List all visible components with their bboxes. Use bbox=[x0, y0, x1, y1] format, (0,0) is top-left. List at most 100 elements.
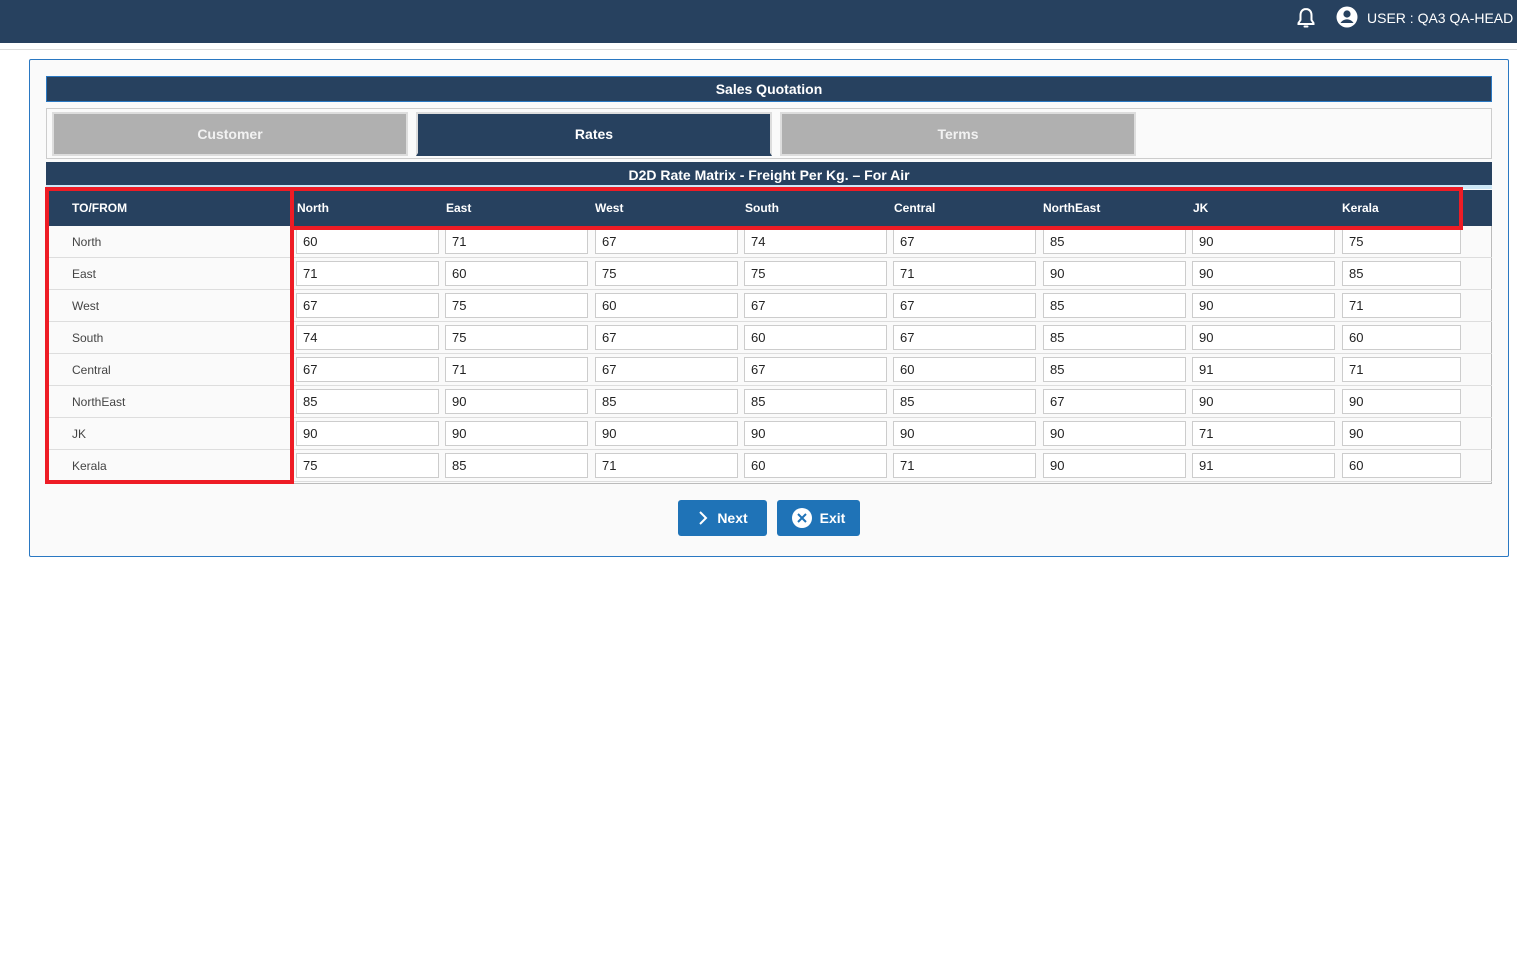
column-header: Central bbox=[894, 201, 936, 215]
matrix-row: JK bbox=[47, 418, 1492, 450]
rate-input[interactable] bbox=[1192, 325, 1335, 350]
rate-input[interactable] bbox=[595, 261, 738, 286]
rate-input[interactable] bbox=[1342, 421, 1461, 446]
rate-input[interactable] bbox=[595, 421, 738, 446]
chevron-right-icon bbox=[699, 511, 708, 525]
matrix-row: West bbox=[47, 290, 1492, 322]
matrix-row: East bbox=[47, 258, 1492, 290]
rate-input[interactable] bbox=[893, 357, 1036, 382]
tab-terms[interactable]: Terms bbox=[780, 112, 1136, 156]
account-circle-icon[interactable] bbox=[1336, 6, 1358, 33]
rate-input[interactable] bbox=[893, 389, 1036, 414]
rate-input[interactable] bbox=[595, 229, 738, 254]
rate-input[interactable] bbox=[445, 357, 588, 382]
rate-input[interactable] bbox=[1192, 389, 1335, 414]
rate-input[interactable] bbox=[445, 325, 588, 350]
row-label: South bbox=[72, 331, 104, 345]
rate-input[interactable] bbox=[893, 421, 1036, 446]
rate-input[interactable] bbox=[595, 389, 738, 414]
rate-input[interactable] bbox=[1192, 229, 1335, 254]
rate-input[interactable] bbox=[445, 293, 588, 318]
row-label: West bbox=[72, 299, 100, 313]
page-title: Sales Quotation bbox=[46, 76, 1492, 102]
tab-customer[interactable]: Customer bbox=[52, 112, 408, 156]
matrix-row: South bbox=[47, 322, 1492, 354]
rate-input[interactable] bbox=[296, 389, 439, 414]
close-circle-icon bbox=[791, 508, 812, 528]
tab-rates[interactable]: Rates bbox=[416, 112, 772, 156]
column-header: West bbox=[595, 201, 624, 215]
column-header: East bbox=[446, 201, 472, 215]
rate-input[interactable] bbox=[744, 229, 887, 254]
column-header: NorthEast bbox=[1043, 201, 1101, 215]
rate-input[interactable] bbox=[595, 325, 738, 350]
rate-input[interactable] bbox=[1043, 293, 1186, 318]
row-label: JK bbox=[72, 427, 87, 441]
rate-input[interactable] bbox=[744, 453, 887, 478]
rate-input[interactable] bbox=[1192, 357, 1335, 382]
rate-input[interactable] bbox=[1342, 453, 1461, 478]
user-label[interactable]: USER : QA3 QA-HEAD OF bbox=[1367, 10, 1517, 26]
rate-input[interactable] bbox=[1342, 229, 1461, 254]
rate-input[interactable] bbox=[1342, 325, 1461, 350]
rate-input[interactable] bbox=[1043, 229, 1186, 254]
rate-input[interactable] bbox=[445, 453, 588, 478]
rate-input[interactable] bbox=[744, 325, 887, 350]
rate-input[interactable] bbox=[1342, 261, 1461, 286]
column-header: JK bbox=[1193, 201, 1209, 215]
row-label: Kerala bbox=[72, 459, 107, 473]
rate-input[interactable] bbox=[1192, 421, 1335, 446]
rate-matrix: TO/FROM North East West South Central NorthEa… bbox=[46, 190, 1492, 484]
rate-input[interactable] bbox=[1043, 261, 1186, 286]
rate-input[interactable] bbox=[893, 325, 1036, 350]
rate-input[interactable] bbox=[744, 389, 887, 414]
rate-input[interactable] bbox=[1043, 357, 1186, 382]
rate-input[interactable] bbox=[744, 293, 887, 318]
rate-input[interactable] bbox=[296, 293, 439, 318]
rate-input[interactable] bbox=[1342, 389, 1461, 414]
rate-input[interactable] bbox=[296, 453, 439, 478]
rate-input[interactable] bbox=[893, 229, 1036, 254]
matrix-title: D2D Rate Matrix - Freight Per Kg. – For … bbox=[46, 162, 1492, 189]
exit-button[interactable]: Exit bbox=[777, 500, 860, 536]
rate-input[interactable] bbox=[893, 261, 1036, 286]
divider bbox=[0, 49, 1517, 50]
rate-input[interactable] bbox=[744, 357, 887, 382]
rate-input[interactable] bbox=[1043, 421, 1186, 446]
rate-input[interactable] bbox=[1192, 453, 1335, 478]
rate-input[interactable] bbox=[296, 261, 439, 286]
rate-input[interactable] bbox=[1043, 389, 1186, 414]
rate-input[interactable] bbox=[445, 261, 588, 286]
rate-input[interactable] bbox=[744, 421, 887, 446]
rate-input[interactable] bbox=[445, 229, 588, 254]
rate-input[interactable] bbox=[595, 357, 738, 382]
tab-bar: Customer Rates Terms bbox=[46, 108, 1492, 159]
rate-input[interactable] bbox=[296, 357, 439, 382]
matrix-row: Central bbox=[47, 354, 1492, 386]
rate-input[interactable] bbox=[445, 421, 588, 446]
bell-icon[interactable] bbox=[1296, 7, 1316, 34]
next-label: Next bbox=[717, 510, 748, 526]
row-label: North bbox=[72, 235, 102, 249]
next-button[interactable]: Next bbox=[678, 500, 767, 536]
row-label: East bbox=[72, 267, 97, 281]
rate-input[interactable] bbox=[296, 421, 439, 446]
rate-input[interactable] bbox=[595, 453, 738, 478]
rate-input[interactable] bbox=[1043, 325, 1186, 350]
rate-input[interactable] bbox=[893, 293, 1036, 318]
rate-input[interactable] bbox=[296, 229, 439, 254]
rate-input[interactable] bbox=[595, 293, 738, 318]
rate-input[interactable] bbox=[445, 389, 588, 414]
column-header: South bbox=[745, 201, 779, 215]
matrix-row: NorthEast bbox=[47, 386, 1492, 418]
rate-input[interactable] bbox=[1342, 293, 1461, 318]
rate-input[interactable] bbox=[1192, 293, 1335, 318]
rate-input[interactable] bbox=[893, 453, 1036, 478]
exit-label: Exit bbox=[819, 510, 846, 526]
rate-input[interactable] bbox=[1192, 261, 1335, 286]
rate-input[interactable] bbox=[296, 325, 439, 350]
matrix-header-row: TO/FROM North East West South Central NorthEa… bbox=[47, 190, 1492, 226]
rate-input[interactable] bbox=[1342, 357, 1461, 382]
rate-input[interactable] bbox=[744, 261, 887, 286]
rate-input[interactable] bbox=[1043, 453, 1186, 478]
